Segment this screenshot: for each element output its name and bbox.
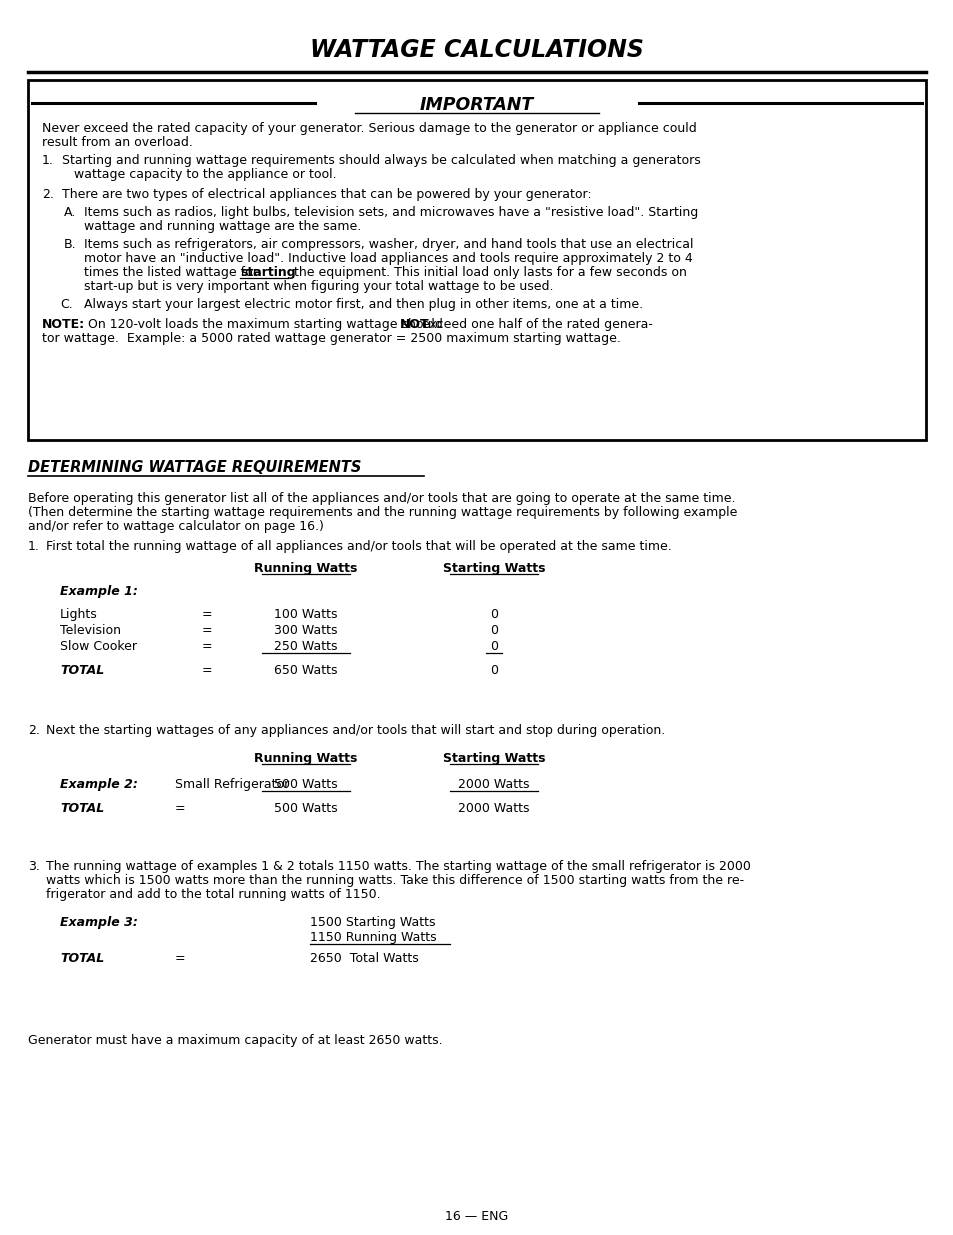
- Text: 0: 0: [490, 608, 497, 621]
- Text: Example 3:: Example 3:: [60, 916, 138, 929]
- Text: 1150 Running Watts: 1150 Running Watts: [310, 931, 436, 944]
- Text: and/or refer to wattage calculator on page 16.): and/or refer to wattage calculator on pa…: [28, 520, 323, 534]
- Text: Items such as radios, light bulbs, television sets, and microwaves have a "resis: Items such as radios, light bulbs, telev…: [84, 206, 698, 219]
- Text: 2000 Watts: 2000 Watts: [457, 778, 529, 790]
- Text: Example 2:: Example 2:: [60, 778, 138, 790]
- Text: (Then determine the starting wattage requirements and the running wattage requir: (Then determine the starting wattage req…: [28, 506, 737, 519]
- Text: result from an overload.: result from an overload.: [42, 136, 193, 149]
- Text: Television: Television: [60, 624, 121, 637]
- Text: start-up but is very important when figuring your total wattage to be used.: start-up but is very important when figu…: [84, 280, 553, 293]
- Text: 250 Watts: 250 Watts: [274, 640, 337, 653]
- Text: Starting Watts: Starting Watts: [442, 752, 545, 764]
- Text: the equipment. This initial load only lasts for a few seconds on: the equipment. This initial load only la…: [290, 266, 686, 279]
- Text: 0: 0: [490, 664, 497, 677]
- Text: 500 Watts: 500 Watts: [274, 802, 337, 815]
- Text: 2.: 2.: [42, 188, 53, 201]
- Text: 500 Watts: 500 Watts: [274, 778, 337, 790]
- Text: WATTAGE CALCULATIONS: WATTAGE CALCULATIONS: [310, 38, 643, 62]
- Text: Lights: Lights: [60, 608, 97, 621]
- Text: tor wattage.  Example: a 5000 rated wattage generator = 2500 maximum starting wa: tor wattage. Example: a 5000 rated watta…: [42, 332, 620, 345]
- Text: 2000 Watts: 2000 Watts: [457, 802, 529, 815]
- Text: 650 Watts: 650 Watts: [274, 664, 337, 677]
- Text: Next the starting wattages of any appliances and/or tools that will start and st: Next the starting wattages of any applia…: [46, 724, 664, 737]
- Text: 1.: 1.: [28, 540, 40, 553]
- Text: watts which is 1500 watts more than the running watts. Take this difference of 1: watts which is 1500 watts more than the …: [46, 874, 743, 887]
- Text: =: =: [202, 640, 213, 653]
- Text: 0: 0: [490, 640, 497, 653]
- Text: Example 1:: Example 1:: [60, 585, 138, 598]
- Text: Generator must have a maximum capacity of at least 2650 watts.: Generator must have a maximum capacity o…: [28, 1034, 442, 1047]
- Text: =: =: [202, 624, 213, 637]
- Text: Starting and running wattage requirements should always be calculated when match: Starting and running wattage requirement…: [62, 154, 700, 167]
- Text: starting: starting: [240, 266, 295, 279]
- Text: NOTE:: NOTE:: [42, 317, 85, 331]
- Text: 1500 Starting Watts: 1500 Starting Watts: [310, 916, 435, 929]
- Text: 2.: 2.: [28, 724, 40, 737]
- Text: 0: 0: [490, 624, 497, 637]
- Text: TOTAL: TOTAL: [60, 802, 104, 815]
- Text: Before operating this generator list all of the appliances and/or tools that are: Before operating this generator list all…: [28, 492, 735, 505]
- Text: 3.: 3.: [28, 860, 40, 873]
- Text: Running Watts: Running Watts: [254, 562, 357, 576]
- Text: Always start your largest electric motor first, and then plug in other items, on: Always start your largest electric motor…: [84, 298, 642, 311]
- Text: =: =: [202, 608, 213, 621]
- Text: DETERMINING WATTAGE REQUIREMENTS: DETERMINING WATTAGE REQUIREMENTS: [28, 459, 361, 475]
- Text: =: =: [174, 802, 186, 815]
- Text: On 120-volt loads the maximum starting wattage should: On 120-volt loads the maximum starting w…: [88, 317, 446, 331]
- Text: Never exceed the rated capacity of your generator. Serious damage to the generat: Never exceed the rated capacity of your …: [42, 122, 696, 135]
- Text: times the listed wattage for: times the listed wattage for: [84, 266, 262, 279]
- Text: Starting Watts: Starting Watts: [442, 562, 545, 576]
- Text: 300 Watts: 300 Watts: [274, 624, 337, 637]
- Text: C.: C.: [60, 298, 72, 311]
- Text: 1.: 1.: [42, 154, 53, 167]
- Text: IMPORTANT: IMPORTANT: [419, 96, 534, 114]
- Text: wattage and running wattage are the same.: wattage and running wattage are the same…: [84, 220, 361, 233]
- Text: =: =: [202, 664, 213, 677]
- Text: B.: B.: [64, 238, 76, 251]
- Text: 2650  Total Watts: 2650 Total Watts: [310, 952, 418, 965]
- Text: motor have an "inductive load". Inductive load appliances and tools require appr: motor have an "inductive load". Inductiv…: [84, 252, 692, 266]
- Text: A.: A.: [64, 206, 76, 219]
- Text: First total the running wattage of all appliances and/or tools that will be oper: First total the running wattage of all a…: [46, 540, 671, 553]
- Text: exceed one half of the rated genera-: exceed one half of the rated genera-: [421, 317, 652, 331]
- Text: 16 — ENG: 16 — ENG: [445, 1210, 508, 1223]
- Text: Small Refrigerator: Small Refrigerator: [174, 778, 289, 790]
- Text: 100 Watts: 100 Watts: [274, 608, 337, 621]
- Text: frigerator and add to the total running watts of 1150.: frigerator and add to the total running …: [46, 888, 380, 902]
- Text: TOTAL: TOTAL: [60, 952, 104, 965]
- Text: The running wattage of examples 1 & 2 totals 1150 watts. The starting wattage of: The running wattage of examples 1 & 2 to…: [46, 860, 750, 873]
- Text: There are two types of electrical appliances that can be powered by your generat: There are two types of electrical applia…: [62, 188, 591, 201]
- Text: TOTAL: TOTAL: [60, 664, 104, 677]
- Text: Running Watts: Running Watts: [254, 752, 357, 764]
- Bar: [28, 80, 925, 440]
- Text: =: =: [174, 952, 186, 965]
- Text: NOT: NOT: [399, 317, 429, 331]
- Text: Slow Cooker: Slow Cooker: [60, 640, 137, 653]
- Text: Items such as refrigerators, air compressors, washer, dryer, and hand tools that: Items such as refrigerators, air compres…: [84, 238, 693, 251]
- Text: wattage capacity to the appliance or tool.: wattage capacity to the appliance or too…: [74, 168, 336, 182]
